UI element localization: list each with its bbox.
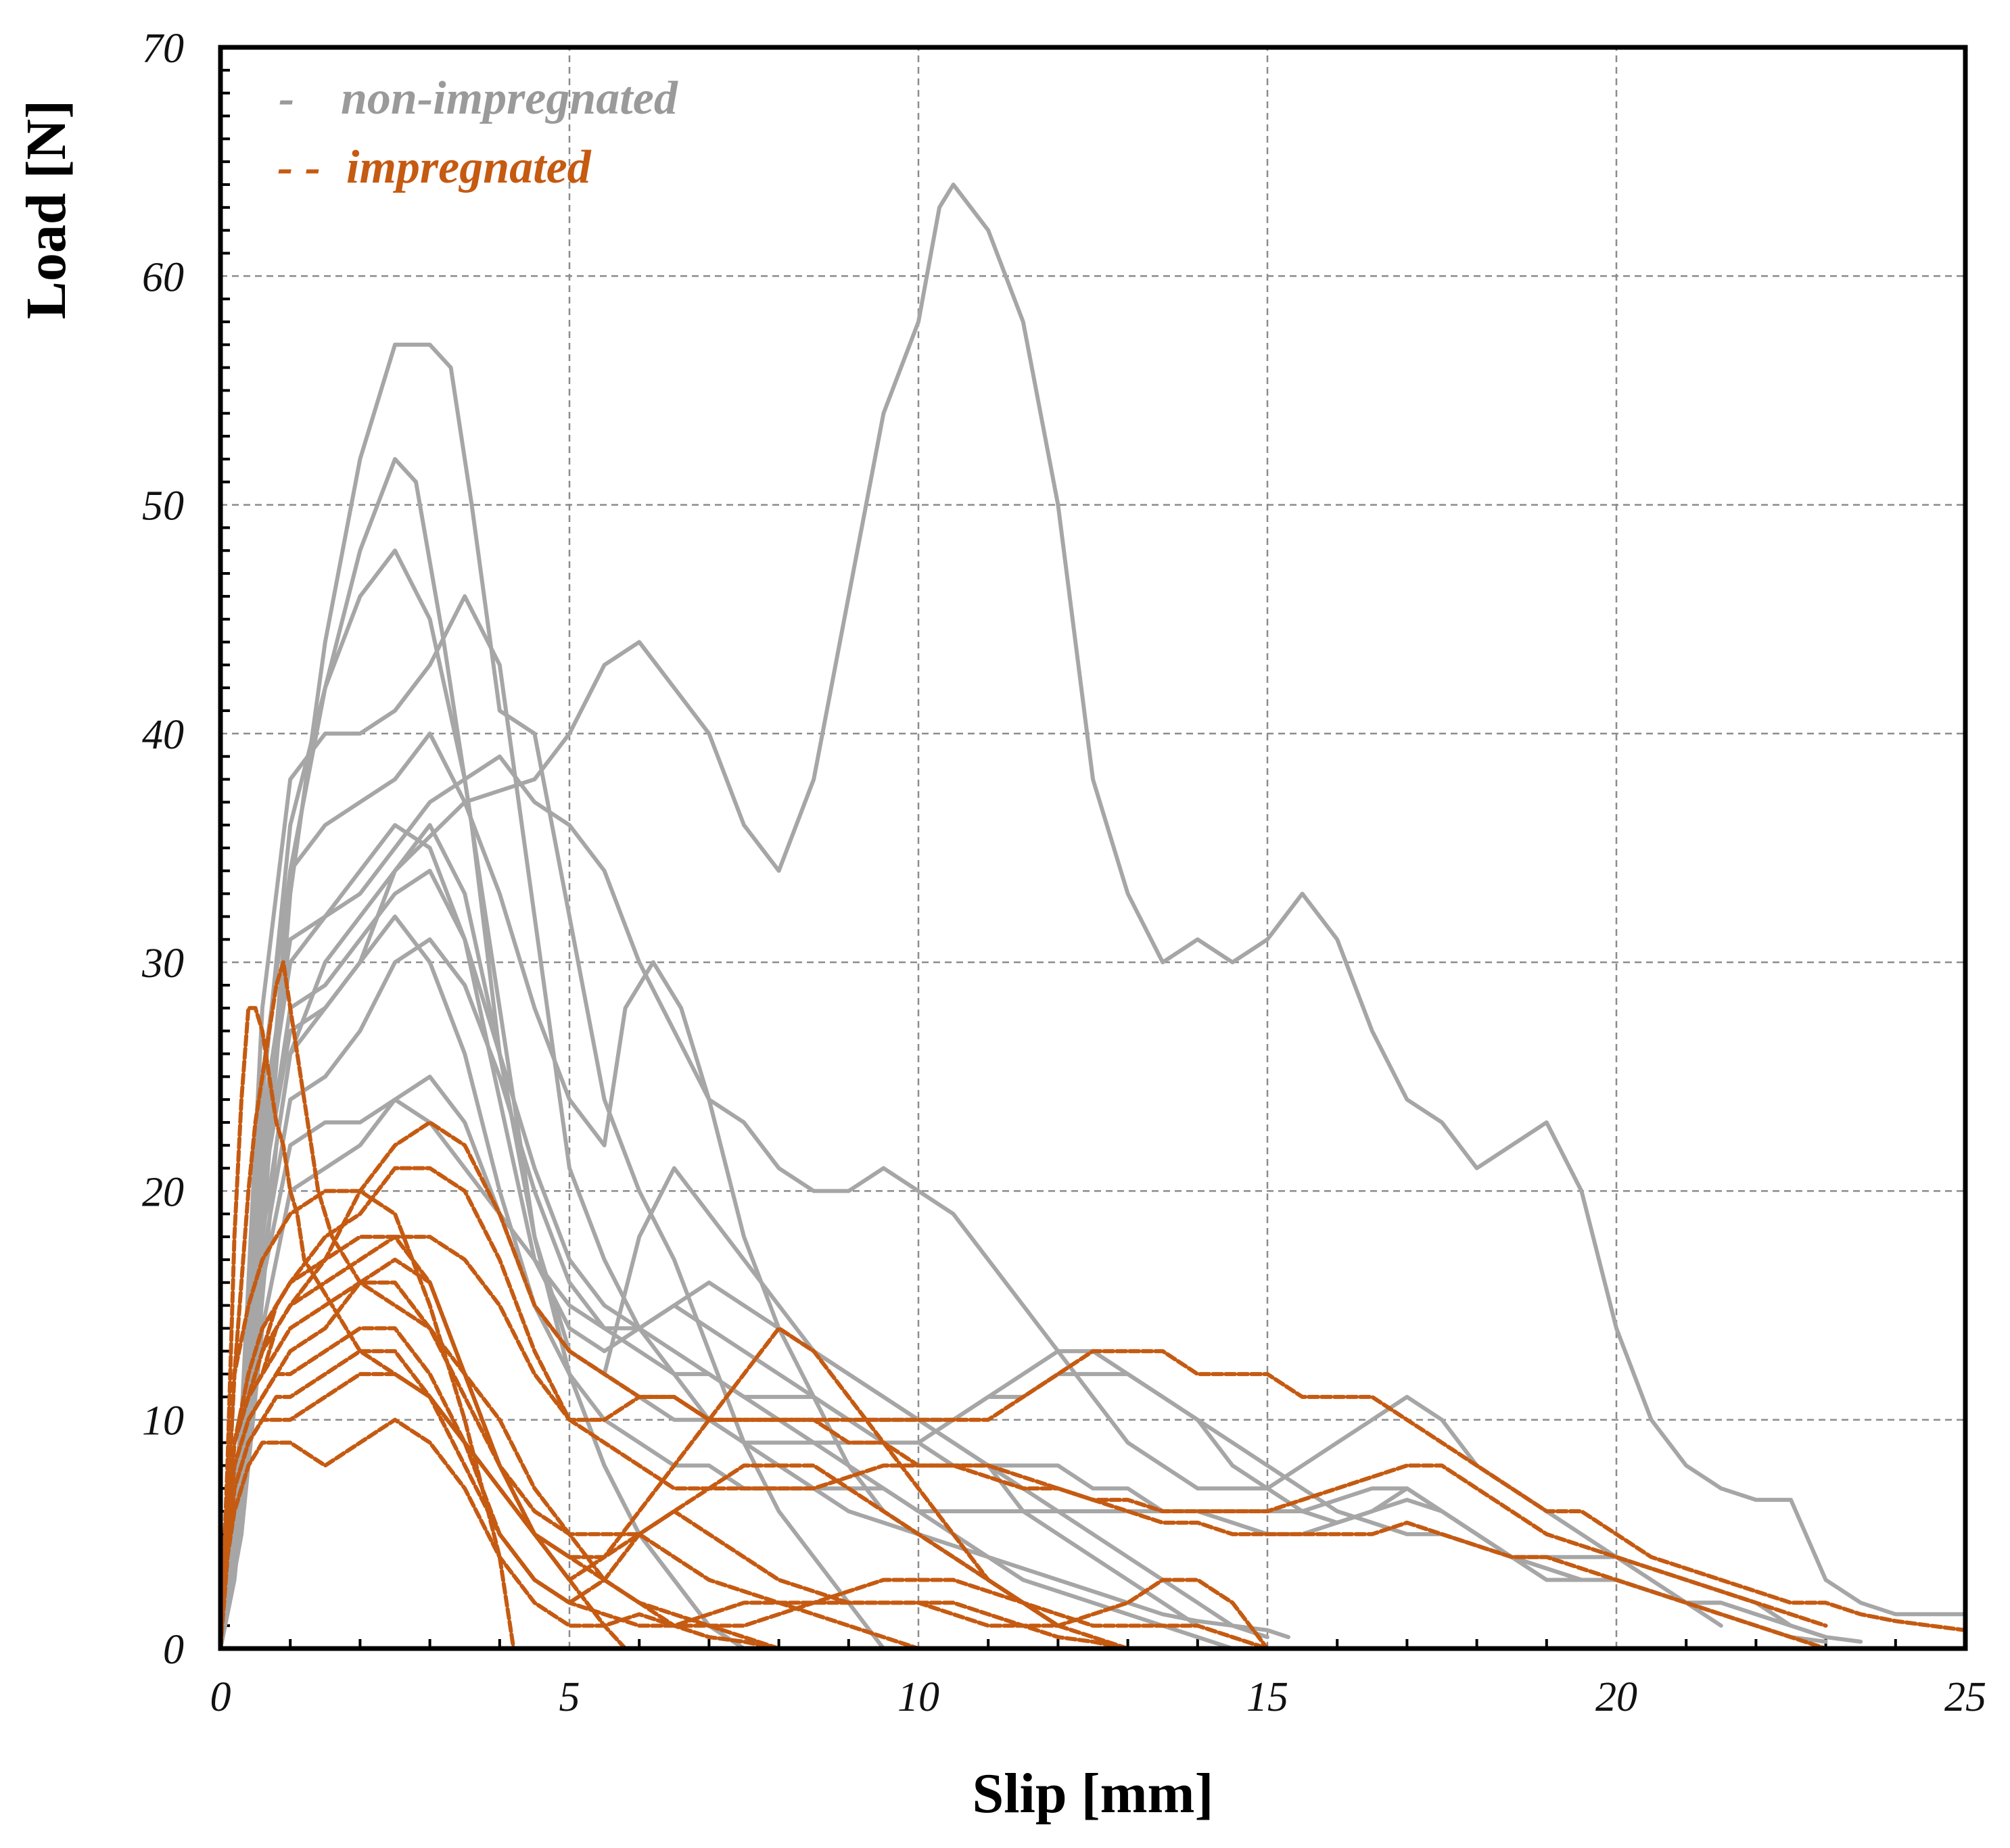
series-line-non-impregnated-13 (218, 823, 1269, 1651)
legend-symbol-impregnated: - - (277, 141, 321, 193)
legend: - non-impregnated - - impregnated (277, 72, 678, 193)
x-tick-label: 5 (559, 1674, 580, 1720)
series-line-impregnated-13 (218, 1372, 1269, 1651)
series-line-impregnated-8 (218, 1349, 1060, 1651)
y-tick-label: 10 (142, 1398, 184, 1444)
x-axis-title: Slip [mm] (973, 1762, 1214, 1825)
series-line-impregnated-3 (218, 1120, 1967, 1651)
legend-symbol-non-impregnated: - (279, 72, 294, 124)
y-tick-label: 70 (142, 26, 184, 72)
series-line-non-impregnated-2 (218, 342, 886, 1651)
y-tick-label: 20 (142, 1169, 184, 1215)
series-line-impregnated-11 (218, 1189, 516, 1651)
series-line-non-impregnated-7 (218, 754, 1723, 1651)
x-tick-label: 15 (1246, 1674, 1288, 1720)
x-tick-label: 0 (210, 1674, 231, 1720)
series-line-non-impregnated-12 (218, 868, 1235, 1651)
y-tick-label: 40 (142, 712, 184, 758)
series-line-impregnated-12 (218, 1235, 628, 1651)
legend-label-non-impregnated: non-impregnated (341, 72, 678, 124)
x-tick-label: 20 (1595, 1674, 1637, 1720)
plot-frame (218, 45, 1968, 1651)
series-line-impregnated-10 (218, 1235, 1828, 1651)
series-line-non-impregnated-9 (218, 1097, 1828, 1651)
series-line-non-impregnated-14 (218, 914, 1828, 1651)
tick-labels: 0 5 10 15 20 25 0 10 20 30 40 50 60 70 (141, 26, 1986, 1720)
x-tick-label: 25 (1944, 1674, 1986, 1720)
data-series (218, 183, 1967, 1651)
series-line-impregnated-9 (218, 1417, 781, 1651)
y-tick-label: 30 (141, 941, 184, 987)
y-tick-label: 0 (163, 1627, 184, 1673)
legend-label-impregnated: impregnated (346, 141, 592, 193)
y-tick-label: 50 (142, 483, 184, 529)
y-axis-title: Load [N] (15, 100, 78, 319)
y-tick-label: 60 (142, 254, 184, 300)
x-tick-label: 10 (897, 1674, 939, 1720)
